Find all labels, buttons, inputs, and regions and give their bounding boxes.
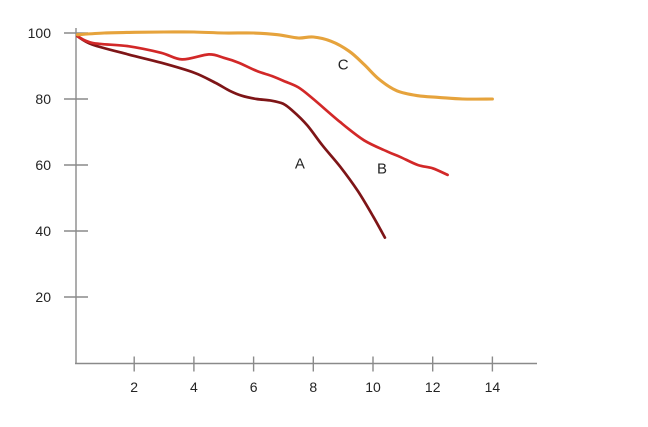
series-label-B: B — [377, 160, 387, 177]
series-curve-C — [75, 30, 494, 101]
x-tick-label: 14 — [485, 379, 501, 395]
series-label-A: A — [295, 155, 305, 172]
series-label-C: C — [338, 56, 349, 73]
x-tick-label: 6 — [250, 379, 258, 395]
x-tick-label: 8 — [309, 379, 317, 395]
series-curve-B — [76, 34, 449, 177]
y-tick-label: 20 — [35, 289, 51, 305]
y-tick-label: 40 — [35, 223, 51, 239]
x-tick-label: 10 — [365, 379, 381, 395]
y-tick-label: 80 — [35, 91, 51, 107]
y-tick-label: 60 — [35, 157, 51, 173]
y-tick-label: 100 — [28, 25, 52, 41]
x-tick-label: 2 — [130, 379, 138, 395]
x-tick-label: 4 — [190, 379, 198, 395]
x-tick-label: 12 — [425, 379, 441, 395]
series-curve-A — [76, 34, 387, 239]
